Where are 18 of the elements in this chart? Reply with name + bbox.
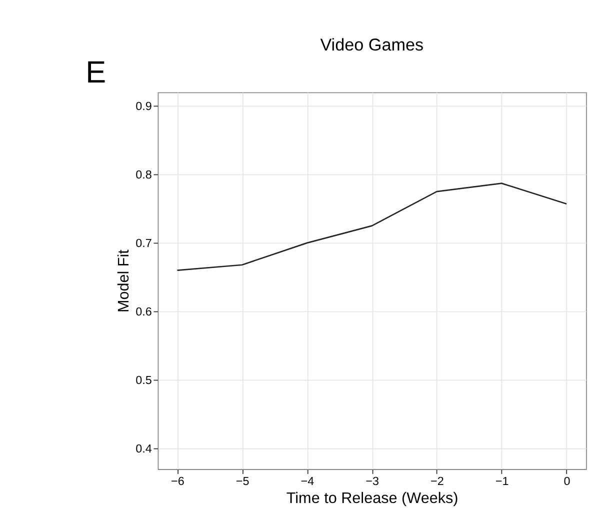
x-axis-title: Time to Release (Weeks) (286, 490, 458, 507)
x-tick-label: −2 (430, 474, 444, 488)
y-tick-label: 0.7 (136, 236, 152, 250)
line-series (176, 182, 568, 272)
y-tick-label: 0.6 (136, 306, 152, 319)
x-tick-label: −1 (495, 474, 509, 488)
x-tick-label: 0 (564, 474, 571, 488)
x-tick-label: −6 (171, 474, 184, 488)
y-tick-label: 0.5 (136, 374, 152, 388)
x-tick-label: −4 (300, 474, 315, 488)
y-tick-label: 0.9 (136, 100, 152, 113)
y-tick-label: 0.8 (136, 168, 152, 182)
x-tick-label: −5 (236, 474, 250, 488)
y-tick-label: 0.4 (136, 442, 152, 456)
chart-title: Video Games (320, 36, 424, 55)
x-tick-label: −3 (366, 474, 379, 488)
y-axis-title: Model Fit (115, 248, 132, 313)
text: E (86, 55, 106, 90)
